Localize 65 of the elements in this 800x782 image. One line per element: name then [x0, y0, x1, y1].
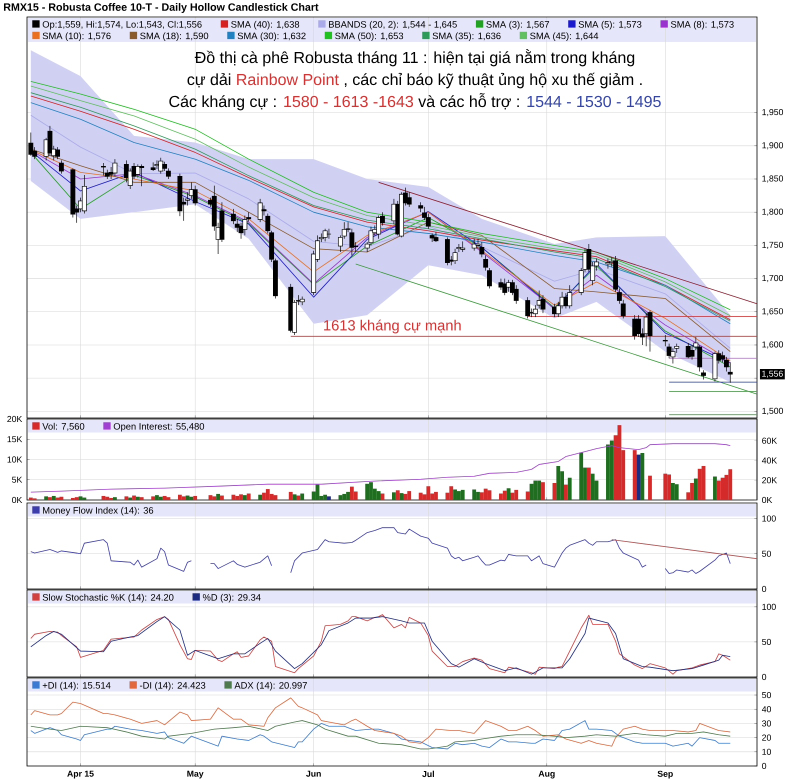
- annotation: Các kháng cự :: [169, 95, 276, 110]
- y-tick-label: 100: [762, 604, 776, 610]
- legend-label: SMA (10): 1,576: [42, 32, 111, 42]
- y-tick-label: 10: [762, 748, 772, 755]
- y-tick-label: 20K: [7, 416, 22, 422]
- annotation: , các chỉ báo kỹ thuật ủng hộ xu thế giảm .: [344, 72, 642, 88]
- y-tick-label: 15K: [8, 436, 22, 442]
- y-tick-label: 100: [762, 515, 776, 522]
- annotation: và các hỗ trợ :: [418, 93, 519, 110]
- x-tick-label: Jun: [306, 770, 321, 777]
- legend-label: SMA (3): 1,567: [486, 20, 550, 30]
- legend-label: SMA (30): 1,632: [238, 32, 306, 42]
- y-tick-label: 1,500: [762, 408, 784, 415]
- x-tick-label: May: [187, 770, 204, 778]
- legend-label: Open Interest: 55,480: [114, 423, 204, 432]
- y-tick-label: 1,650: [762, 308, 784, 316]
- legend-label: SMA (35): 1,636: [432, 32, 501, 42]
- legend-label: BBANDS (20, 2): 1,544 - 1,645: [329, 20, 457, 30]
- x-tick-label: Aug: [538, 770, 555, 778]
- annotation: cự dải: [188, 73, 230, 88]
- legend-label: SMA (5): 1,573: [578, 20, 642, 30]
- y-tick-label: 1,850: [762, 175, 784, 183]
- legend-label: Slow Stochastic %K (14): 24.20: [42, 594, 174, 603]
- y-tick-label: 50: [762, 638, 772, 645]
- annotation: 1580 - 1613 -1643: [284, 96, 414, 108]
- y-tick-label: 5K: [12, 476, 22, 483]
- annotation: 1613 kháng cự mạnh: [324, 320, 461, 334]
- legend-label: SMA (50): 1,653: [335, 32, 404, 42]
- legend-label: Vol: 7,560: [42, 422, 84, 431]
- annotation: Rainbow Point: [237, 73, 339, 86]
- legend-label: SMA (18): 1,590: [140, 32, 208, 42]
- x-tick-label: Apr 15: [67, 770, 94, 778]
- y-tick-label: 1,750: [762, 242, 784, 249]
- chart-title: RMX15 - Robusta Coffee 10-T - Daily Hollow Candlestick Chart: [4, 3, 318, 13]
- y-tick-label: 1,700: [762, 275, 784, 282]
- y-tick-label: 0K: [12, 496, 22, 504]
- x-tick-label: Jul: [422, 770, 434, 778]
- legend-label: SMA (8): 1,573: [670, 20, 734, 30]
- legend-label: -DI (14): 24.423: [140, 682, 206, 691]
- y-tick-label: 1,900: [762, 142, 784, 150]
- legend-label: SMA (45): 1,644: [530, 32, 598, 42]
- legend-label: %D (3): 29.34: [202, 594, 261, 603]
- annotation: 1544 - 1530 - 1495: [527, 96, 661, 108]
- annotation: Đồ thị cà phê Robusta tháng 11 : hiện tại giá nằm trong kháng: [194, 49, 634, 66]
- legend-label: SMA (40): 1,638: [231, 20, 300, 30]
- annotation: 1,556: [762, 370, 783, 378]
- y-tick-label: 0: [762, 674, 766, 680]
- legend-label: +DI (14): 15.514: [42, 682, 111, 691]
- y2-tick-label: 60K: [762, 438, 778, 444]
- legend-label: ADX (14): 20.997: [234, 682, 307, 691]
- y-tick-label: 50: [762, 692, 772, 698]
- y-tick-label: 0: [762, 586, 766, 592]
- y-tick-label: 50: [762, 550, 772, 557]
- y-tick-label: 30: [762, 720, 772, 726]
- y-tick-label: 1,600: [762, 341, 784, 349]
- y-tick-label: 0: [762, 762, 766, 770]
- y-tick-label: 1,950: [762, 109, 784, 116]
- x-tick-label: Sep: [658, 770, 673, 779]
- y-tick-label: 40: [762, 706, 772, 712]
- legend-label: Op:1,559, Hi:1,574, Lo:1,543, Cl:1,556: [42, 20, 202, 30]
- y-tick-label: 20: [762, 734, 772, 741]
- y-tick-label: 1,800: [762, 208, 784, 216]
- legend-label: Money Flow Index (14): 36: [43, 506, 154, 516]
- y2-tick-label: 40K: [762, 457, 778, 464]
- y-tick-label: 10K: [8, 456, 22, 463]
